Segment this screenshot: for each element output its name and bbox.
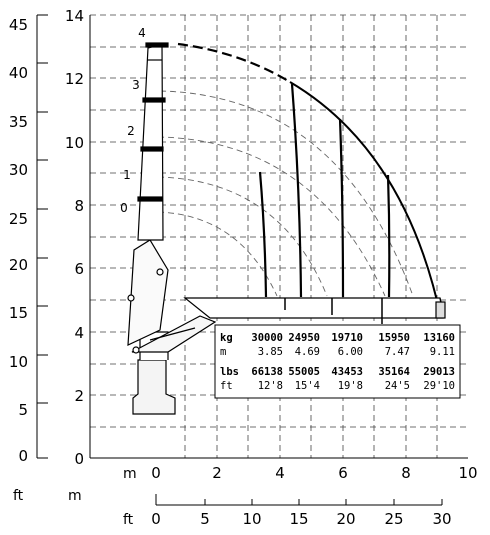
x-ft-tick-25: 25 xyxy=(384,510,403,528)
row-lbs-unit: lbs xyxy=(220,366,239,378)
row-kg-unit: kg xyxy=(220,332,233,344)
ft-tick-15: 15 xyxy=(9,304,28,322)
ft-tick-45: 45 xyxy=(9,16,28,34)
bottom-ft-unit: ft xyxy=(123,512,134,528)
m-tick-8: 8 xyxy=(74,197,84,215)
m-tick-14: 14 xyxy=(65,7,84,25)
extension-label-1: 1 xyxy=(123,168,131,182)
x-ft-tick-30: 30 xyxy=(432,510,451,528)
bottom-ft-tick-labels: 0 5 10 15 20 25 30 xyxy=(151,510,451,528)
left-m-unit: m xyxy=(68,488,82,504)
lbs-val-2: 43453 xyxy=(331,366,363,378)
m-tick-4: 4 xyxy=(74,324,84,342)
bottom-m-tick-labels: 0 2 4 6 8 10 xyxy=(151,464,477,482)
m-tick-10: 10 xyxy=(65,134,84,152)
kg-val-4: 13160 xyxy=(423,332,455,344)
ft-val-2: 19'8 xyxy=(338,380,363,392)
ft-val-1: 15'4 xyxy=(295,380,320,392)
extension-label-3: 3 xyxy=(132,78,140,92)
extension-label-4: 4 xyxy=(138,26,146,40)
kg-val-3: 15950 xyxy=(378,332,410,344)
kg-val-1: 24950 xyxy=(288,332,320,344)
max-reach-envelope-solid xyxy=(289,81,442,319)
ft-tick-0: 0 xyxy=(18,447,28,465)
left-ft-tick-labels: 45 40 35 30 25 20 15 10 5 0 xyxy=(9,16,28,465)
m-val-4: 9.11 xyxy=(430,346,455,358)
ft-tick-40: 40 xyxy=(9,64,28,82)
m-val-2: 6.00 xyxy=(338,346,363,358)
row-ft-unit: ft xyxy=(220,380,233,392)
extension-labels: 0 1 2 3 4 xyxy=(120,26,146,215)
m-val-0: 3.85 xyxy=(258,346,283,358)
x-m-tick-6: 6 xyxy=(338,464,348,482)
lbs-val-0: 66138 xyxy=(251,366,283,378)
extension-label-0: 0 xyxy=(120,201,128,215)
jib-hooks xyxy=(284,298,383,324)
ft-tick-20: 20 xyxy=(9,256,28,274)
x-m-tick-10: 10 xyxy=(458,464,477,482)
m-tick-12: 12 xyxy=(65,70,84,88)
x-m-tick-2: 2 xyxy=(212,464,222,482)
extension-label-2: 2 xyxy=(127,124,135,138)
lbs-val-3: 35164 xyxy=(378,366,410,378)
x-ft-tick-10: 10 xyxy=(242,510,261,528)
x-ft-tick-5: 5 xyxy=(200,510,210,528)
left-m-tick-labels: 14 12 10 8 6 4 2 0 xyxy=(65,7,84,468)
ft-tick-35: 35 xyxy=(9,113,28,131)
bottom-ft-axis xyxy=(155,494,443,506)
ft-val-3: 24'5 xyxy=(385,380,410,392)
crane-structure xyxy=(127,42,446,415)
max-reach-envelope-dashed xyxy=(177,42,291,83)
x-ft-tick-20: 20 xyxy=(336,510,355,528)
lbs-val-4: 29013 xyxy=(423,366,455,378)
ft-val-0: 12'8 xyxy=(258,380,283,392)
ft-tick-30: 30 xyxy=(9,161,28,179)
x-m-tick-8: 8 xyxy=(401,464,411,482)
m-val-1: 4.69 xyxy=(295,346,320,358)
ft-val-4: 29'10 xyxy=(423,380,455,392)
ft-tick-10: 10 xyxy=(9,353,28,371)
lbs-val-1: 55005 xyxy=(288,366,320,378)
kg-val-2: 19710 xyxy=(331,332,363,344)
ft-tick-25: 25 xyxy=(9,210,28,228)
bottom-m-unit: m xyxy=(123,466,137,482)
x-m-tick-4: 4 xyxy=(275,464,285,482)
load-lines xyxy=(258,83,391,298)
kg-val-0: 30000 xyxy=(251,332,283,344)
m-tick-2: 2 xyxy=(74,387,84,405)
x-ft-tick-15: 15 xyxy=(289,510,308,528)
load-table: kg 30000 24950 19710 15950 13160 m 3.85 … xyxy=(214,324,461,399)
x-ft-tick-0: 0 xyxy=(151,510,161,528)
left-ft-axis xyxy=(36,14,48,459)
x-m-tick-0: 0 xyxy=(151,464,161,482)
m-tick-6: 6 xyxy=(74,260,84,278)
grid-vertical xyxy=(184,15,438,458)
m-val-3: 7.47 xyxy=(385,346,410,358)
left-ft-unit: ft xyxy=(13,488,24,504)
extension-arcs xyxy=(157,90,414,297)
ft-tick-5: 5 xyxy=(18,401,28,419)
row-m-unit: m xyxy=(220,346,226,358)
m-tick-0: 0 xyxy=(74,450,84,468)
